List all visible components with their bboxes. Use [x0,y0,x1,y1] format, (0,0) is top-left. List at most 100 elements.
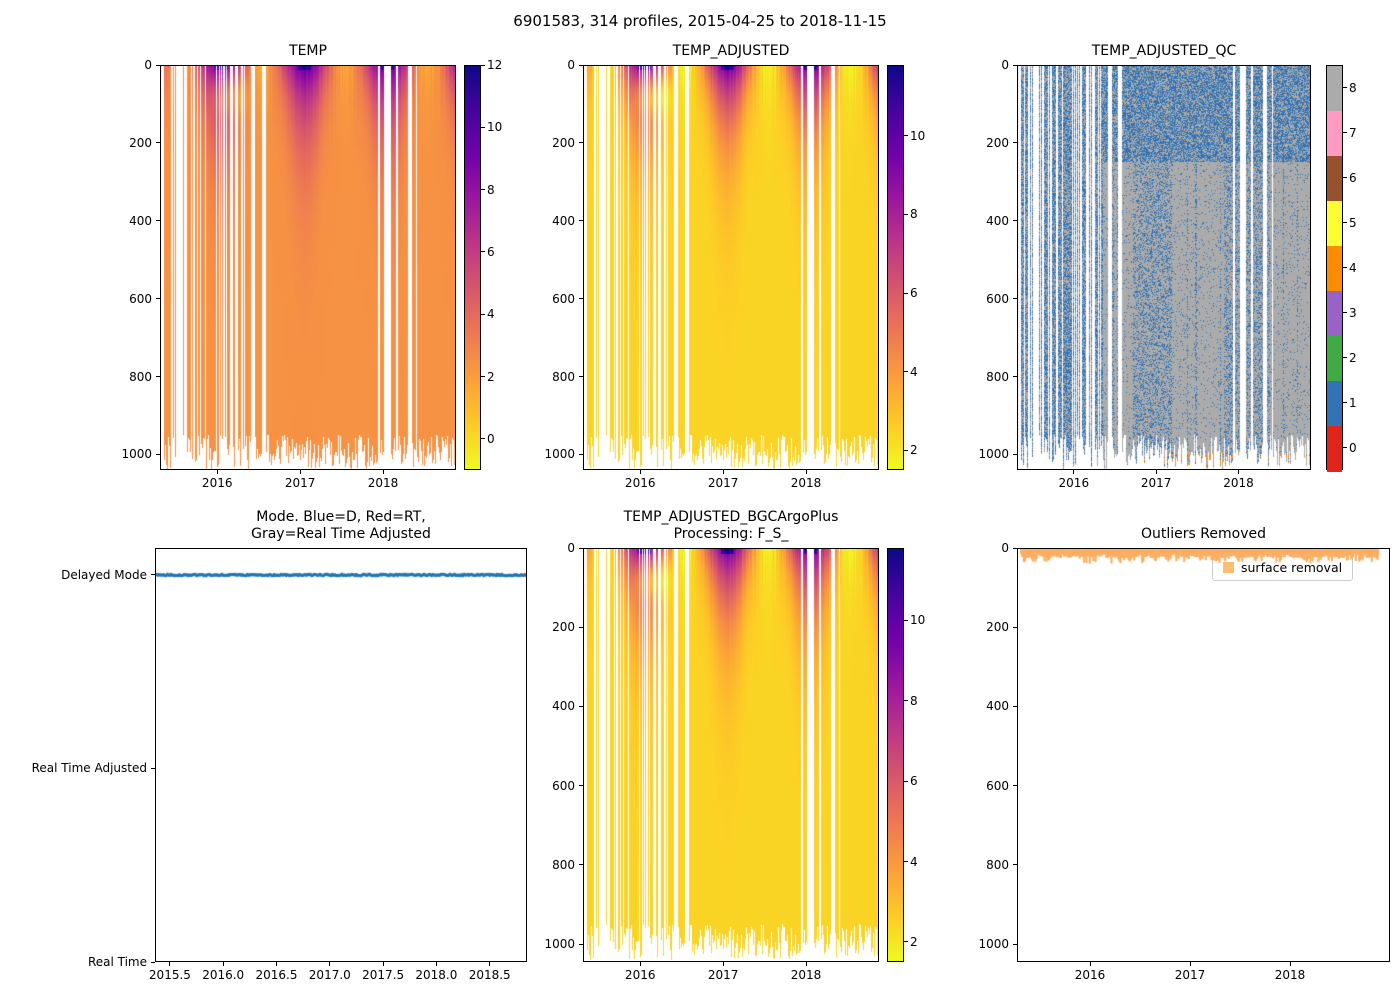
temp-adjusted-qc-cb-tick-label: 0 [1349,440,1357,455]
temp-adjusted-ytick [579,64,583,66]
mode-xtick [435,962,437,966]
subplot-temp-title-line: TEMP [289,43,327,59]
temp-adjusted-qc-xtick [1073,470,1075,474]
outliers-ytick-label: 800 [986,857,1009,872]
temp-adjusted-qc-cb-tick-label: 1 [1349,395,1357,410]
temp-adjusted-qc-cb-tick-label: 2 [1349,350,1357,365]
temp-cb-tick-label: 2 [487,369,495,384]
outliers-xtick [1289,962,1291,966]
figure-title: 6901583, 314 profiles, 2015-04-25 to 201… [513,12,887,30]
temp-cb-tick [481,126,485,128]
subplot-temp-adjusted-qc-title-line: TEMP_ADJUSTED_QC [1091,43,1237,59]
outliers-plot-canvas [1017,548,1390,962]
subplot-outliers-title-line: Outliers Removed [1141,526,1266,542]
mode-xtick [489,962,491,966]
temp-ytick [156,298,160,300]
temp-adjusted-bgc-cb-tick-label: 2 [910,934,918,949]
mode-xtick-label: 2016.0 [202,968,245,982]
outliers-xtick-label: 2017 [1174,968,1206,982]
subplot-temp-adjusted-title-line: TEMP_ADJUSTED [672,43,790,59]
temp-adjusted-qc-cb-tick [1343,312,1347,313]
mode-ytick [151,767,155,769]
temp-adjusted-ytick [579,220,583,222]
temp-adjusted-ytick [579,298,583,300]
temp-adjusted-bgc-cb-tick-label: 10 [910,613,926,628]
temp-ytick-label: 1000 [121,447,152,462]
temp-adjusted-ytick-label: 600 [552,291,575,306]
temp-adjusted-qc-ytick-label: 600 [986,291,1009,306]
outliers-ytick-label: 600 [986,778,1009,793]
temp-adjusted-ytick-label: 200 [552,135,575,150]
temp-adjusted-qc-cb-flag-0 [1327,426,1342,472]
temp-adjusted-bgc-ytick [579,626,583,628]
temp-adjusted-bgc-cb-tick-label: 8 [910,693,918,708]
temp-xtick [382,470,384,474]
mode-xtick-label: 2018.0 [415,968,458,982]
outliers-xtick [1189,962,1191,966]
temp-adjusted-qc-cb-tick [1343,447,1347,448]
temp-adjusted-bgc-xtick [722,962,724,966]
mode-xtick [222,962,224,966]
temp-adjusted-qc-cb-tick-label: 7 [1349,125,1357,140]
temp-adjusted-qc-cb-tick [1343,402,1347,403]
mode-ytick [151,574,155,576]
outliers-ytick-label: 200 [986,620,1009,635]
temp-adjusted-qc-xtick [1238,470,1240,474]
temp-cb-tick-label: 6 [487,244,495,259]
mode-ytick-label: Delayed Mode [61,567,147,582]
temp-adjusted-ytick [579,376,583,378]
temp-adjusted-qc-colorbar [1326,65,1343,472]
temp-adjusted-cb-tick-label: 4 [910,364,918,379]
temp-cb-tick-label: 8 [487,182,495,197]
temp-ytick-label: 200 [129,135,152,150]
temp-cb-tick [481,376,485,378]
temp-adjusted-qc-cb-flag-4 [1327,246,1342,292]
outliers-ytick [1013,547,1017,549]
mode-xtick-label: 2016.5 [255,968,298,982]
temp-adjusted-qc-cb-flag-5 [1327,201,1342,247]
temp-adjusted-bgc-ytick-label: 600 [552,778,575,793]
temp-adjusted-bgc-ytick-label: 800 [552,857,575,872]
temp-adjusted-qc-ytick [1013,220,1017,222]
temp-adjusted-qc-cb-flag-1 [1327,381,1342,427]
temp-adjusted-bgc-ytick [579,705,583,707]
temp-adjusted-qc-ytick-label: 800 [986,369,1009,384]
mode-xtick [169,962,171,966]
outliers-ytick [1013,864,1017,866]
temp-cb-tick [481,313,485,315]
subplot-bgc-title: TEMP_ADJUSTED_BGCArgoPlus Processing: F_… [583,509,879,543]
temp-adjusted-cb-tick [904,371,908,373]
mode-xtick-label: 2017.0 [308,968,351,982]
subplot-bgc-title-line2: Processing: F_S_ [673,526,789,542]
temp-adjusted-qc-ytick [1013,298,1017,300]
temp-adjusted-bgc-cb-tick [904,941,908,943]
mode-xtick [382,962,384,966]
temp-adjusted-xtick-label: 2018 [790,476,822,490]
temp-adjusted-xtick-label: 2017 [707,476,739,490]
temp-adjusted-cb-tick-label: 6 [910,286,918,301]
temp-adjusted-qc-cb-flag-2 [1327,336,1342,382]
subplot-temp-adjusted-qc-title: TEMP_ADJUSTED_QC [1017,43,1311,60]
temp-adjusted-qc-xtick-label: 2018 [1223,476,1254,490]
outliers-ytick [1013,705,1017,707]
temp-adjusted-qc-ytick-label: 200 [986,135,1009,150]
temp-adjusted-cb-tick [904,449,908,451]
subplot-temp-adjusted-title: TEMP_ADJUSTED [583,43,879,60]
temp-adjusted-bgc-cb-tick-label: 6 [910,774,918,789]
temp-adjusted-qc-cb-flag-3 [1327,291,1342,337]
mode-plot-canvas [155,548,527,962]
temp-ytick-label: 0 [144,58,152,72]
temp-adjusted-qc-ytick-label: 0 [1001,58,1009,72]
temp-adjusted-qc-ytick [1013,64,1017,66]
temp-xtick [216,470,218,474]
temp-xtick-label: 2018 [367,476,399,490]
mode-xtick-label: 2017.5 [362,968,405,982]
temp-cb-tick [481,438,485,440]
temp-adjusted-qc-ytick [1013,142,1017,144]
mode-xtick-label: 2015.5 [148,968,191,982]
temp-adjusted-bgc-cb-tick [904,700,908,702]
temp-adjusted-bgc-xtick-label: 2016 [624,968,656,982]
temp-adjusted-bgc-ytick-label: 200 [552,620,575,635]
outliers-xtick-label: 2018 [1274,968,1306,982]
